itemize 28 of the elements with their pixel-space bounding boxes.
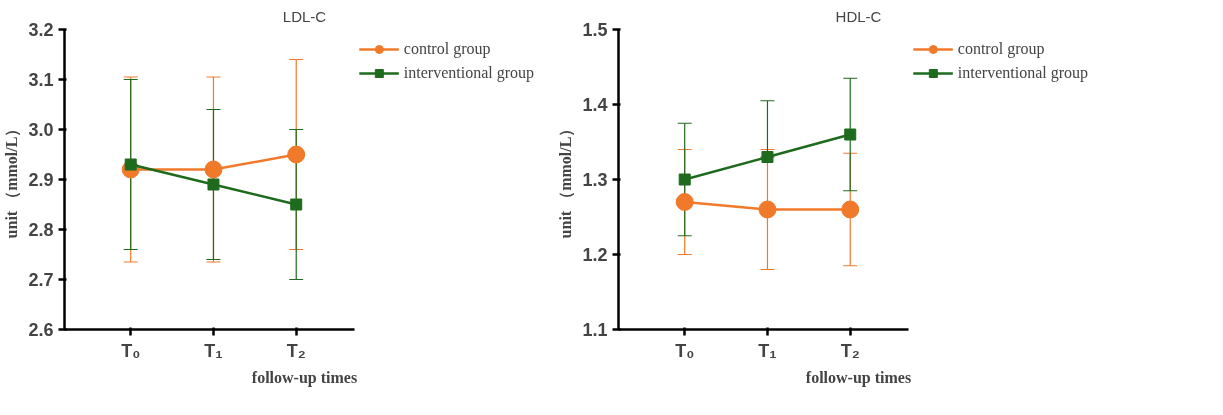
- y-axis-title: unit （mmol/L）: [3, 120, 22, 239]
- y-tick-label: 1.5: [582, 20, 608, 40]
- x-tick-label: T₀: [675, 340, 695, 361]
- y-tick-label: 3.2: [28, 20, 54, 40]
- y-tick-label: 2.7: [28, 270, 54, 290]
- x-axis-title: follow-up times: [251, 368, 358, 387]
- chart-title: LDL-C: [282, 7, 327, 25]
- x-axis-title: follow-up times: [805, 368, 912, 387]
- legend-label: interventional group: [957, 64, 1088, 82]
- x-tick-label: T₂: [840, 340, 860, 361]
- legend-label: control group: [403, 40, 491, 58]
- y-tick-label: 3.1: [28, 70, 54, 90]
- y-tick-label: 1.4: [582, 95, 608, 115]
- x-tick-label: T₁: [204, 340, 223, 361]
- y-tick-label: 1.2: [582, 245, 608, 265]
- y-tick-label: 3.0: [28, 120, 54, 140]
- legend-label: interventional group: [403, 64, 534, 82]
- x-tick-label: T₀: [121, 340, 141, 361]
- legend-label: control group: [957, 40, 1045, 58]
- y-tick-label: 2.8: [28, 220, 54, 240]
- y-axis-title: unit （mmol/L）: [557, 120, 576, 239]
- y-tick-label: 1.1: [582, 320, 608, 340]
- x-tick-label: T₁: [758, 340, 777, 361]
- y-tick-label: 1.3: [582, 170, 608, 190]
- y-tick-label: 2.9: [28, 170, 54, 190]
- y-tick-label: 2.6: [28, 320, 54, 340]
- x-tick-label: T₂: [286, 340, 306, 361]
- chart-title: HDL-C: [835, 7, 882, 25]
